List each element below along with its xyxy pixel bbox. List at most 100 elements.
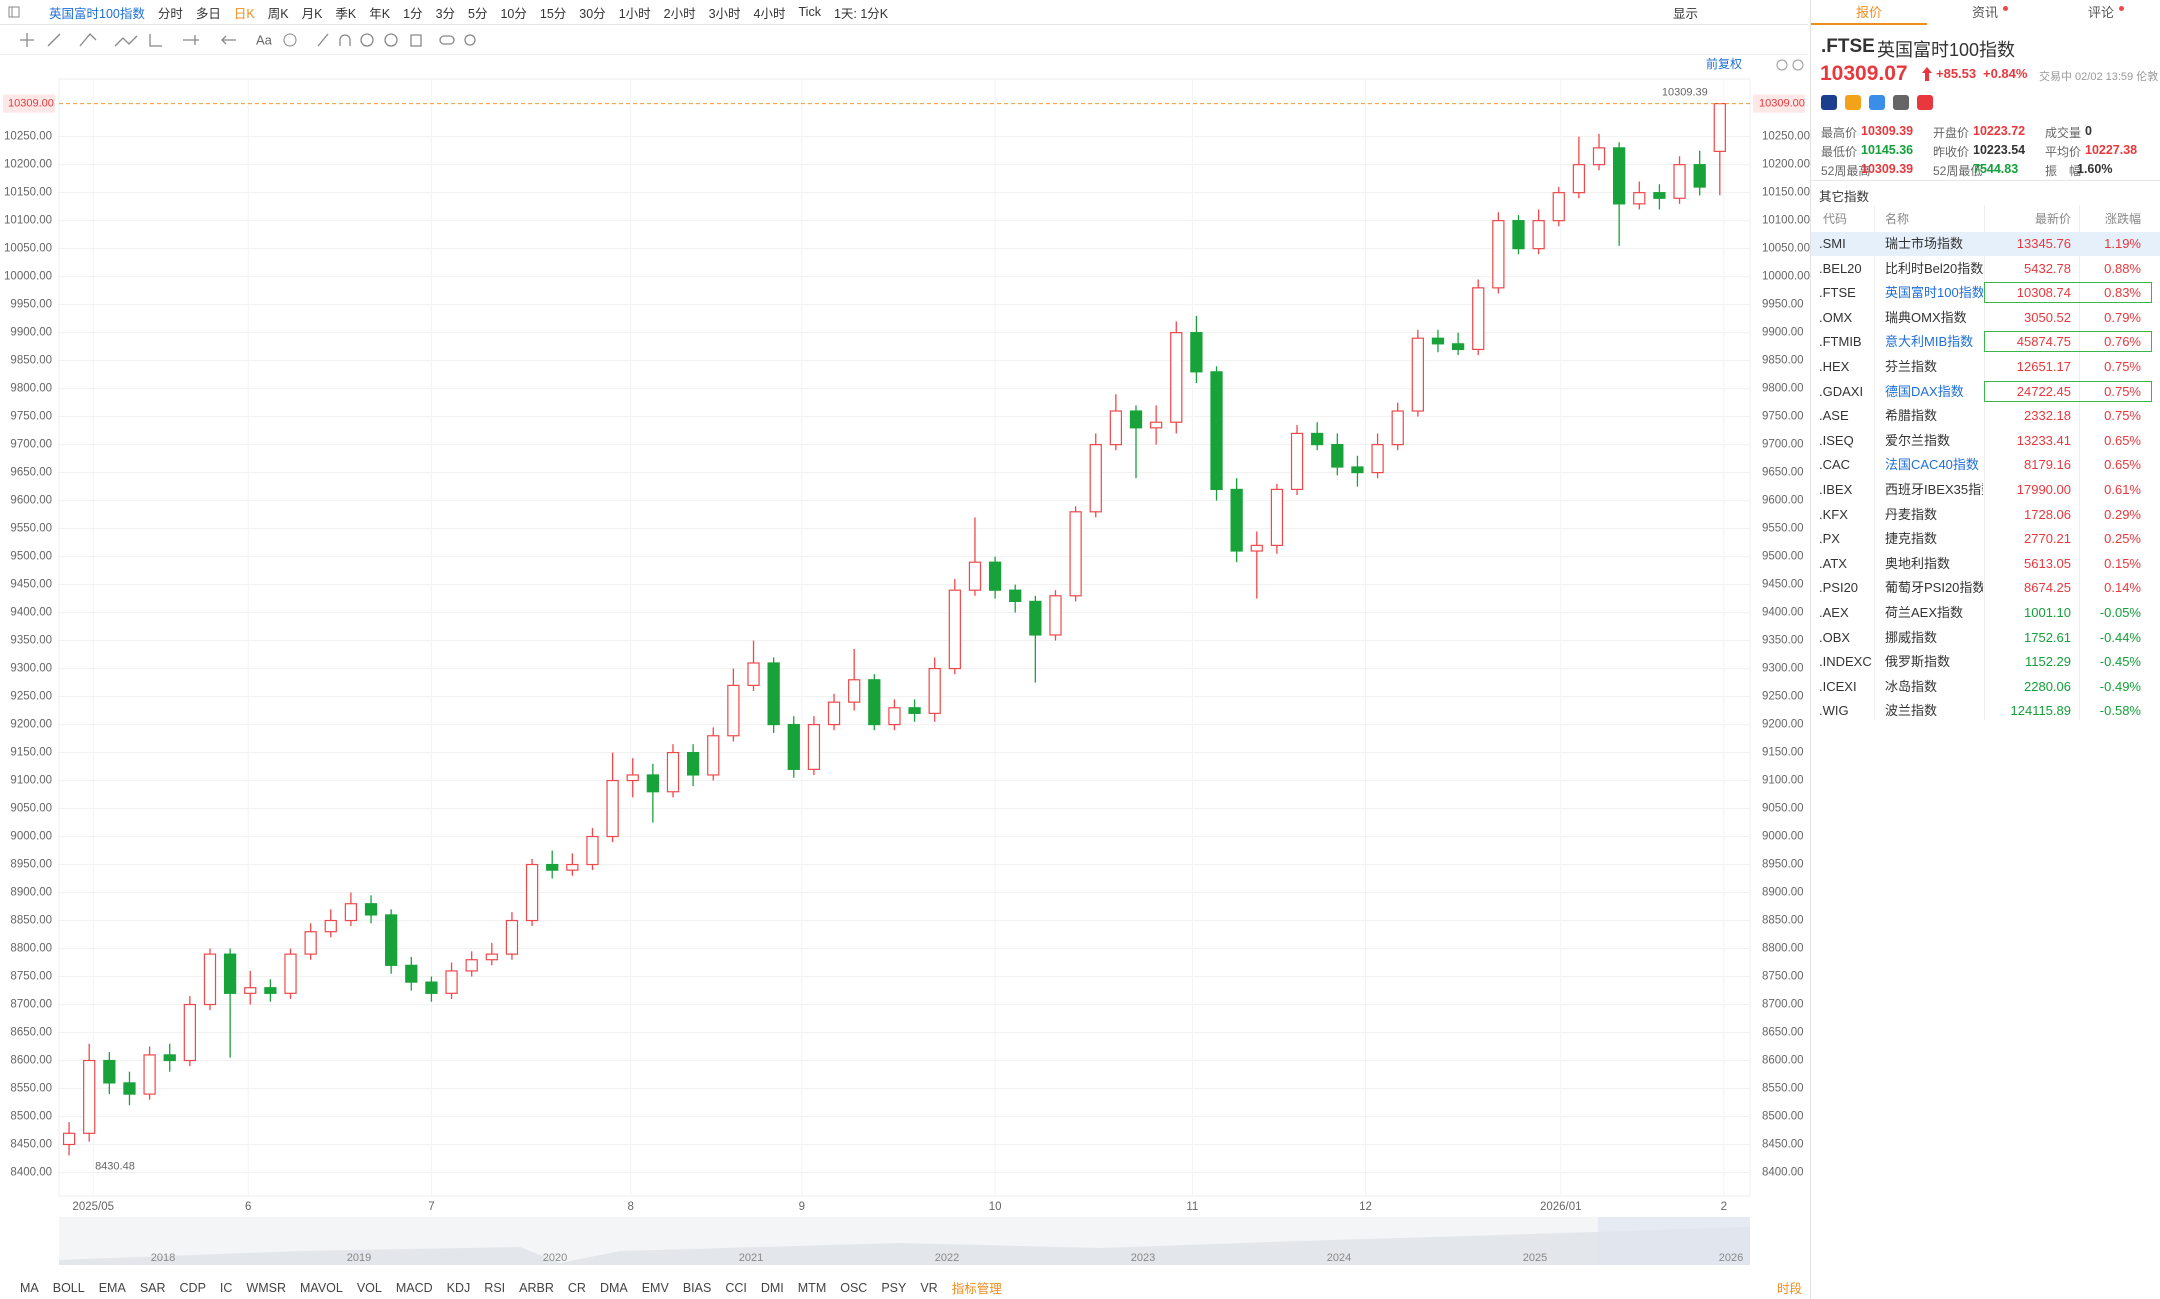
row-name[interactable]: 葡萄牙PSI20指数 [1885,580,1983,596]
row-name[interactable]: 挪威指数 [1885,629,1938,645]
row-name[interactable]: 芬兰指数 [1885,359,1938,374]
row-name[interactable]: 捷克指数 [1885,531,1938,547]
text-tool[interactable]: Aa [256,32,273,47]
period-tab[interactable]: 3分 [435,6,456,21]
row-code[interactable]: .ICEXI [1819,678,1857,694]
indicator-tab[interactable]: MAVOL [300,1280,343,1295]
row-name[interactable]: 奥地利指数 [1885,555,1951,571]
period-tab[interactable]: 1小时 [618,6,651,21]
indicator-tab[interactable]: BIAS [682,1280,712,1295]
indicator-manage[interactable]: 指标管理 [951,1282,1002,1296]
row-code[interactable]: .ISEQ [1819,432,1854,448]
period-tab[interactable]: 日K [233,6,255,21]
row-name[interactable]: 意大利MIB指数 [1885,334,1974,350]
row-code[interactable]: .INDEXC [1819,654,1872,670]
row-code[interactable]: .HEX [1819,359,1850,374]
indicator-tab[interactable]: VR [920,1280,938,1295]
row-code[interactable]: .ATX [1819,555,1847,571]
row-code[interactable]: .FTSE [1819,285,1856,301]
row-price: 10308.74 [2016,285,2071,301]
period-tab[interactable]: 30分 [579,6,606,21]
period-tab[interactable]: 2小时 [663,6,696,21]
row-name[interactable]: 俄罗斯指数 [1885,654,1951,670]
row-name[interactable]: 法国CAC40指数 [1885,457,1979,473]
session-tab[interactable]: 时段 [1776,1282,1802,1296]
row-name[interactable]: 瑞典OMX指数 [1885,309,1967,325]
row-code[interactable]: .ASE [1819,408,1849,424]
indicator-tab[interactable]: IC [219,1280,233,1295]
period-tab[interactable]: 10分 [500,6,527,21]
indicator-tab[interactable]: MTM [797,1280,827,1295]
period-tab[interactable]: 周K [267,6,289,21]
period-tab[interactable]: 分时 [157,6,183,21]
panel-tab[interactable]: 评论 [2087,5,2114,20]
indicator-tab[interactable]: CR [567,1280,586,1295]
row-name[interactable]: 德国DAX指数 [1885,383,1964,399]
row-code[interactable]: .WIG [1819,703,1849,719]
row-name[interactable]: 英国富时100指数 [1885,285,1983,301]
indicator-tab[interactable]: PSY [881,1280,907,1295]
indicator-tab[interactable]: DMI [760,1280,784,1295]
indicator-tab[interactable]: VOL [356,1280,382,1295]
row-name[interactable]: 比利时Bel20指数 [1885,260,1983,276]
indicator-tab[interactable]: CCI [725,1280,747,1295]
row-name[interactable]: 波兰指数 [1885,703,1938,719]
adjust-mode[interactable]: 前复权 [1706,56,1742,71]
period-tab[interactable]: 年K [369,6,391,21]
indicator-tab[interactable]: WMSR [246,1280,286,1295]
indicator-tab[interactable]: SAR [139,1280,166,1295]
stat-label: 52周最高 [1821,164,1871,178]
row-name[interactable]: 希腊指数 [1885,408,1938,424]
row-code[interactable]: .FTMIB [1819,334,1862,350]
candle-body [1331,444,1344,468]
column-rule [1984,205,1985,720]
period-tab[interactable]: 1天: 1分K [833,6,889,21]
symbol[interactable]: 英国富时100指数 [49,6,145,21]
period-tab[interactable]: 1分 [403,6,423,21]
row-name[interactable]: 荷兰AEX指数 [1885,605,1964,620]
indicator-tab[interactable]: EMA [98,1280,126,1295]
row-code[interactable]: .KFX [1819,506,1848,522]
row-name[interactable]: 冰岛指数 [1885,678,1938,694]
indicator-tab[interactable]: BOLL [52,1280,85,1295]
row-name[interactable]: 丹麦指数 [1885,506,1938,522]
row-code[interactable]: .OMX [1819,309,1853,325]
indicator-tab[interactable]: CDP [179,1280,206,1295]
period-tab[interactable]: 3小时 [708,6,741,21]
period-tab[interactable]: 5分 [468,6,488,21]
row-name[interactable]: 瑞士市场指数 [1885,236,1964,251]
row-code[interactable]: .AEX [1819,605,1849,620]
row-code[interactable]: .SMI [1819,236,1846,251]
period-tab[interactable]: 月K [301,6,323,21]
row-code[interactable]: .IBEX [1819,482,1853,497]
period-tab[interactable]: 4小时 [753,6,786,21]
row-code[interactable]: .GDAXI [1819,383,1864,399]
candle-body [1492,220,1505,289]
row-code[interactable]: .CAC [1819,457,1851,473]
period-tab[interactable]: 15分 [539,6,567,21]
notice-dot [2119,6,2124,11]
row-name[interactable]: 爱尔兰指数 [1885,432,1951,448]
row-code[interactable]: .OBX [1819,629,1851,645]
badge-icon [1893,95,1909,110]
period-tab[interactable]: Tick [798,5,821,19]
panel-tab[interactable]: 资讯 [1971,5,1998,20]
indicator-tab[interactable]: OSC [840,1280,868,1295]
row-code[interactable]: .BEL20 [1819,260,1862,276]
indicator-tab[interactable]: KDJ [446,1280,471,1295]
indicator-tab[interactable]: EMV [641,1280,669,1295]
y-tick-label: 10200.00 [1762,159,1810,171]
row-code[interactable]: .PX [1819,531,1840,547]
indicator-tab[interactable]: DMA [599,1280,628,1295]
indicator-tab[interactable]: ARBR [519,1280,554,1295]
badge-icon [1821,95,1837,110]
row-code[interactable]: .PSI20 [1819,580,1859,596]
display-menu[interactable]: 显示 [1672,6,1698,21]
indicator-tab[interactable]: MA [20,1280,39,1295]
indicator-tab[interactable]: MACD [395,1280,433,1295]
indicator-tab[interactable]: RSI [484,1280,506,1295]
panel-tab[interactable]: 报价 [1811,0,1927,25]
period-tab[interactable]: 季K [335,6,357,21]
row-name[interactable]: 西班牙IBEX35指数 [1885,482,1983,497]
period-tab[interactable]: 多日 [195,6,221,21]
